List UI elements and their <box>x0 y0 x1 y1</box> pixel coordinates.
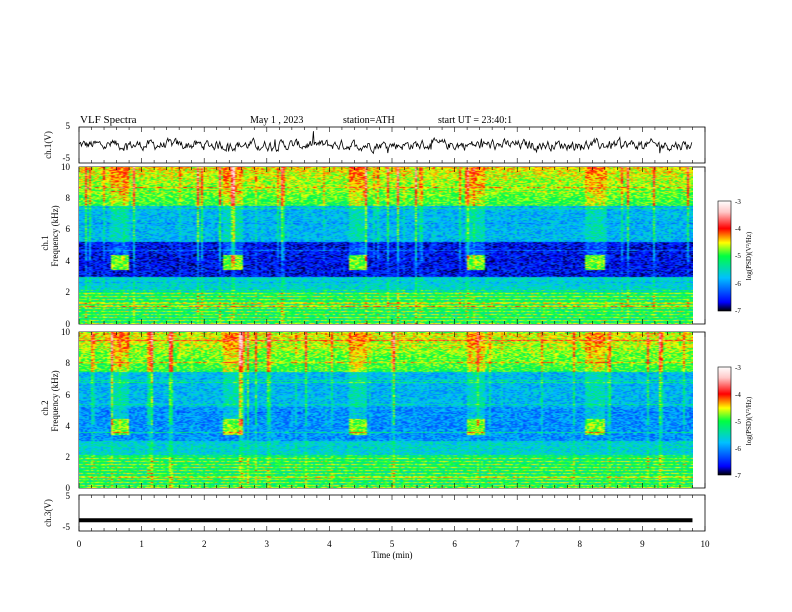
x-tick-label: 7 <box>515 539 520 549</box>
cb1-tick-m7: -7 <box>735 307 741 315</box>
cb2-tick-m4: -4 <box>735 391 741 399</box>
x-axis-tick-labels: 0 1 2 3 4 5 6 7 8 9 10 <box>77 539 710 549</box>
header-date: May 1 , 2023 <box>250 115 303 126</box>
x-tick-label: 8 <box>578 539 583 549</box>
ch2-spectrogram-image <box>79 332 693 488</box>
ch1-ytick-bottom: -5 <box>63 153 71 163</box>
colorbar-ch1: -3 -4 -5 -6 -7 log(PSD)(V²/Hz) <box>717 198 753 315</box>
ch1-channel-label: ch.1 <box>40 235 50 250</box>
x-tick-label: 10 <box>701 539 711 549</box>
ch3-ytick-top: 5 <box>66 491 71 501</box>
ch3-ytick-bottom: -5 <box>63 522 71 532</box>
ch1-ytick-top: 5 <box>66 121 71 131</box>
ch2-freq-tick-8: 8 <box>66 358 71 368</box>
ch1-freq-tick-10: 10 <box>61 162 71 172</box>
cb1-tick-m6: -6 <box>735 280 741 288</box>
ch2-freq-tick-6: 6 <box>66 390 71 400</box>
cb1-tick-m4: -4 <box>735 225 741 233</box>
header-start-time: start UT = 23:40:1 <box>438 115 512 126</box>
x-axis-label: Time (min) <box>372 550 413 560</box>
figure-title: VLF Spectra <box>80 114 137 126</box>
cb2-tick-m5: -5 <box>735 418 741 426</box>
ch2-channel-label: ch.2 <box>40 400 50 415</box>
ch1-waveform-line <box>78 131 693 155</box>
ch3-waveform-ylabel: ch.3(V) <box>43 499 53 527</box>
cb1-tick-m3: -3 <box>735 198 741 206</box>
ch2-frequency-ylabel: Frequency (kHz) <box>50 370 60 431</box>
ch3-waveform-panel: 5 -5 ch.3(V) <box>43 491 706 532</box>
ch1-freq-tick-8: 8 <box>66 193 71 203</box>
colorbar-ch2: -3 -4 -5 -6 -7 log(PSD)(V²/Hz) <box>717 364 753 480</box>
ch1-frequency-ylabel: Frequency (kHz) <box>50 205 60 266</box>
ch2-freq-tick-2: 2 <box>66 452 71 462</box>
ch1-freq-tick-0: 0 <box>66 319 71 329</box>
x-tick-label: 0 <box>77 539 82 549</box>
x-tick-label: 9 <box>640 539 645 549</box>
ch1-freq-tick-6: 6 <box>66 224 71 234</box>
colorbar-ch1-gradient <box>717 200 732 312</box>
x-tick-label: 6 <box>452 539 457 549</box>
ch1-freq-tick-4: 4 <box>66 256 71 266</box>
cb1-tick-m5: -5 <box>735 252 741 260</box>
ch1-spectrogram-ticks <box>78 167 706 324</box>
ch1-spectrogram-image <box>79 167 693 324</box>
ch2-spectrogram-ticks <box>78 332 706 488</box>
x-tick-label: 3 <box>265 539 270 549</box>
ch1-freq-tick-2: 2 <box>66 287 71 297</box>
x-tick-label: 4 <box>327 539 332 549</box>
colorbar-ch2-gradient <box>717 366 732 476</box>
x-tick-label: 5 <box>390 539 395 549</box>
ch3-waveform-frame <box>78 494 706 532</box>
header-station: station=ATH <box>343 115 395 126</box>
ch2-freq-tick-0: 0 <box>66 483 71 493</box>
ch2-spectrogram-panel: 10 8 6 4 2 0 ch.2 Frequency (kHz) <box>40 327 706 493</box>
ch3-waveform-ticks <box>78 495 706 531</box>
ch1-waveform-ticks <box>78 127 706 163</box>
x-tick-label: 1 <box>139 539 144 549</box>
ch1-waveform-panel: 5 -5 ch.1(V) <box>43 121 706 164</box>
ch2-freq-tick-10: 10 <box>61 327 71 337</box>
cb2-tick-m7: -7 <box>735 472 741 480</box>
cb2-tick-m6: -6 <box>735 445 741 453</box>
colorbar-ch2-label: log(PSD)(V²/Hz) <box>745 396 753 445</box>
ch1-spectrogram-panel: 10 8 6 4 2 0 ch.1 Frequency (kHz) <box>40 162 706 329</box>
x-tick-label: 2 <box>202 539 207 549</box>
cb2-tick-m3: -3 <box>735 364 741 372</box>
colorbar-ch1-label: log(PSD)(V²/Hz) <box>745 231 753 280</box>
ch1-waveform-ylabel: ch.1(V) <box>43 131 53 159</box>
ch2-freq-tick-4: 4 <box>66 421 71 431</box>
